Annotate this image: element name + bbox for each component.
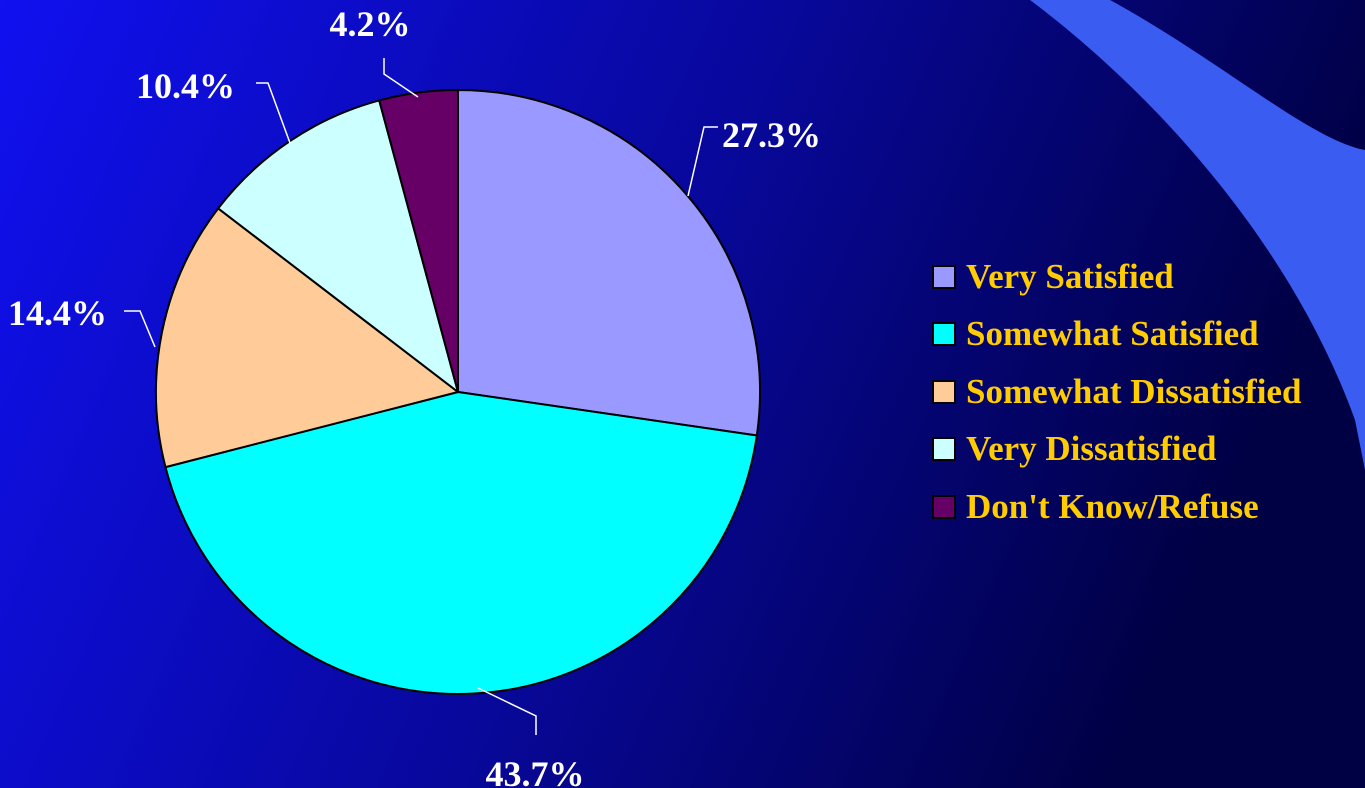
legend-item-dont-know-refuse: Don't Know/Refuse bbox=[932, 478, 1301, 536]
data-label-somewhat-satisfied: 43.7% bbox=[486, 754, 585, 788]
legend-swatch bbox=[932, 322, 956, 347]
legend-swatch bbox=[932, 437, 956, 462]
data-label-somewhat-dissatisfied: 14.4% bbox=[8, 293, 107, 333]
legend-label: Somewhat Satisfied bbox=[966, 314, 1259, 354]
pie-slice-very-satisfied bbox=[457, 89, 761, 437]
leader-line-dont-know-refuse bbox=[383, 58, 419, 98]
accent-swoosh bbox=[1030, 0, 1365, 470]
legend-label: Somewhat Dissatisfied bbox=[966, 371, 1302, 411]
legend-swatch bbox=[932, 379, 956, 404]
leader-line-somewhat-dissatisfied bbox=[124, 310, 156, 348]
legend-item-very-satisfied: Very Satisfied bbox=[932, 248, 1301, 306]
legend-item-very-dissatisfied: Very Dissatisfied bbox=[932, 421, 1301, 479]
data-label-dont-know-refuse: 4.2% bbox=[330, 4, 411, 44]
legend-label: Don't Know/Refuse bbox=[966, 486, 1259, 526]
pie-slice-dont-know-refuse bbox=[378, 89, 459, 393]
data-label-very-satisfied: 27.3% bbox=[722, 115, 821, 155]
leader-line-very-dissatisfied bbox=[256, 82, 291, 144]
pie-slice-somewhat-satisfied bbox=[164, 391, 758, 695]
leader-line-very-satisfied bbox=[687, 126, 718, 197]
data-label-very-dissatisfied: 10.4% bbox=[136, 66, 235, 106]
pie-slice-somewhat-dissatisfied bbox=[155, 207, 459, 469]
legend-item-somewhat-dissatisfied: Somewhat Dissatisfied bbox=[932, 363, 1301, 421]
legend: Very Satisfied Somewhat Satisfied Somewh… bbox=[932, 248, 1301, 536]
legend-label: Very Satisfied bbox=[966, 256, 1174, 296]
legend-swatch bbox=[932, 494, 956, 519]
legend-swatch bbox=[932, 264, 956, 289]
leader-line-somewhat-satisfied bbox=[477, 687, 537, 735]
legend-label: Very Dissatisfied bbox=[966, 429, 1217, 469]
legend-item-somewhat-satisfied: Somewhat Satisfied bbox=[932, 306, 1301, 364]
